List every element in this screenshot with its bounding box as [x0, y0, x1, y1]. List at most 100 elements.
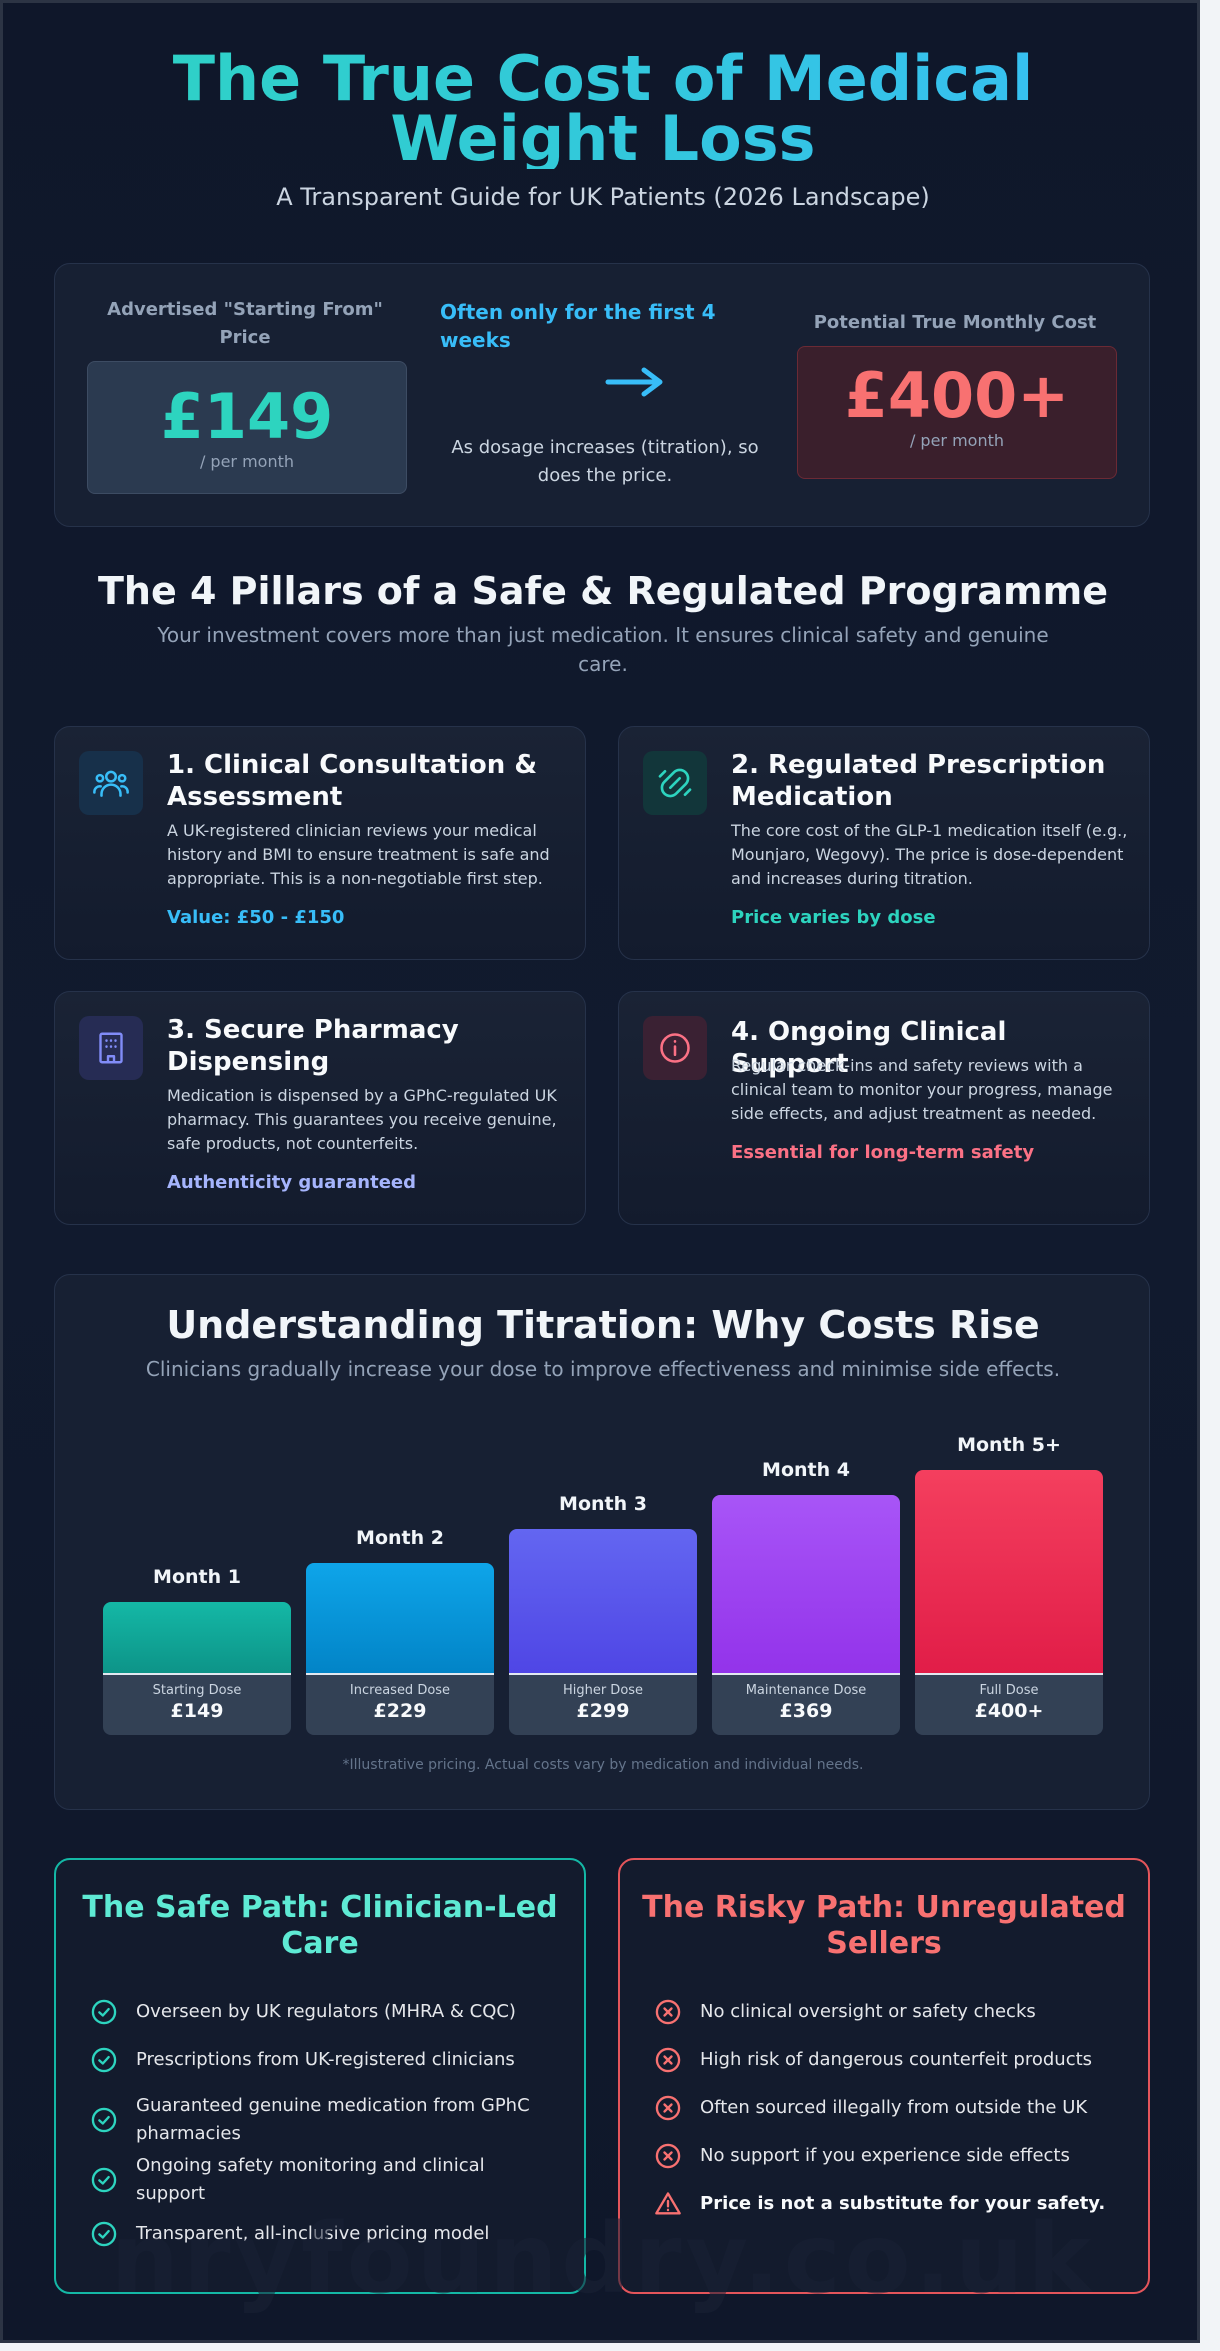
risky-path-text: No clinical oversight or safety checks: [700, 2001, 1036, 2022]
titration-column: Month 5+ Full Dose £400+: [915, 1275, 1103, 1811]
risky-path-warning: Price is not a substitute for your safet…: [654, 2190, 1114, 2218]
true-cost-price: £400+: [844, 359, 1070, 432]
cost-bar: [103, 1602, 291, 1675]
pillar-description: Medication is dispensed by a GPhC-regula…: [167, 1086, 557, 1153]
dose-name: Increased Dose: [349, 1683, 451, 1698]
pillar-description: A UK-registered clinician reviews your m…: [167, 821, 550, 888]
first-weeks-note: Often only for the first 4 weeks: [440, 300, 716, 352]
safe-path-item: Transparent, all-inclusive pricing model: [90, 2220, 550, 2248]
risky-path-item: No support if you experience side effect…: [654, 2142, 1114, 2170]
risky-path-item: Often sourced illegally from outside the…: [654, 2094, 1114, 2122]
month-label: Month 5+: [957, 1434, 1061, 1456]
titration-column: Month 4 Maintenance Dose £369: [712, 1275, 900, 1811]
advertised-price-card: £149 / per month: [87, 361, 407, 494]
pillar-title: 4. Ongoing Clinical Support: [731, 1017, 1007, 1079]
pillar-value: Authenticity guaranteed: [167, 1172, 416, 1193]
pillar-value: Value: £50 - £150: [167, 907, 345, 928]
true-cost-card: £400+ / per month: [797, 346, 1117, 479]
safe-path-item: Prescriptions from UK-registered clinici…: [90, 2046, 550, 2074]
safe-path-card: The Safe Path: Clinician-Led Care Overse…: [54, 1858, 586, 2294]
cost-bar: [509, 1529, 697, 1675]
true-cost-period: / per month: [909, 431, 1005, 450]
safe-path-text: Transparent, all-inclusive pricing model: [136, 2223, 490, 2244]
dose-name: Maintenance Dose: [745, 1683, 867, 1698]
watermark: nryfoundry.co.uk: [110, 2203, 1096, 2315]
pillar-title: 1. Clinical Consultation & Assessment: [167, 750, 538, 812]
info-icon: [643, 1016, 707, 1080]
titration-column: Month 3 Higher Dose £299: [509, 1275, 697, 1811]
safe-path-text: Overseen by UK regulators (MHRA & CQC): [136, 2001, 516, 2022]
advertised-price-period: / per month: [199, 452, 295, 471]
true-cost-label: Potential True Monthly Cost: [813, 312, 1097, 333]
arrow-right-icon: [605, 367, 663, 397]
month-label: Month 4: [762, 1459, 850, 1481]
titration-heading: Understanding Titration: Why Costs Rise: [166, 1303, 1040, 1347]
cost-bar: [712, 1495, 900, 1675]
dose-price: £149: [170, 1700, 224, 1722]
safe-path-text: Prescriptions from UK-registered clinici…: [136, 2049, 515, 2070]
x-circle-icon: [655, 2095, 681, 2121]
risky-path-text: Price is not a substitute for your safet…: [700, 2193, 1106, 2214]
pillar-card-support: 4. Ongoing Clinical Support Regular chec…: [618, 991, 1150, 1225]
dose-price-label: Full Dose £400+: [915, 1675, 1103, 1735]
dose-price-label: Increased Dose £229: [306, 1675, 494, 1735]
dose-price: £299: [576, 1700, 630, 1722]
pillar-value: Essential for long-term safety: [731, 1142, 1035, 1163]
titration-footnote: *Illustrative pricing. Actual costs vary…: [342, 1757, 864, 1773]
check-circle-icon: [91, 1999, 117, 2025]
titration-column: Month 2 Increased Dose £229: [306, 1275, 494, 1811]
page-title: The True Cost of Medical Weight Loss: [3, 48, 1197, 170]
safe-path-heading: The Safe Path: Clinician-Led Care: [82, 1890, 558, 1961]
page-subtitle: A Transparent Guide for UK Patients (202…: [276, 183, 930, 211]
safe-path-item: Overseen by UK regulators (MHRA & CQC): [90, 1998, 550, 2026]
safe-path-item: Guaranteed genuine medication from GPhC …: [90, 2092, 550, 2148]
pillar-card-medication: 2. Regulated Prescription Medication The…: [618, 726, 1150, 960]
pillars-subheading: Your investment covers more than just me…: [157, 623, 1049, 676]
pillar-title: 3. Secure Pharmacy Dispensing: [167, 1015, 459, 1077]
check-circle-icon: [91, 2047, 117, 2073]
month-label: Month 2: [356, 1527, 444, 1549]
x-circle-icon: [655, 2047, 681, 2073]
warning-triangle-icon: [655, 2192, 681, 2215]
risky-path-item: No clinical oversight or safety checks: [654, 1998, 1114, 2026]
titration-bar-chart: Month 1 Starting Dose £149 Month 2 Increased…: [55, 1275, 1151, 1811]
cost-bar: [306, 1563, 494, 1675]
risky-path-text: High risk of dangerous counterfeit produ…: [700, 2049, 1093, 2070]
risky-path-text: No support if you experience side effect…: [700, 2145, 1070, 2166]
price-comparison-panel: Advertised "Starting From" Price £149 / …: [54, 263, 1150, 527]
check-circle-icon: [91, 2107, 117, 2133]
building-icon: [79, 1016, 143, 1080]
pillar-value: Price varies by dose: [731, 907, 936, 928]
pillars-heading: The 4 Pillars of a Safe & Regulated Prog…: [97, 569, 1109, 613]
month-label: Month 3: [559, 1493, 647, 1515]
x-circle-icon: [655, 2143, 681, 2169]
check-circle-icon: [91, 2221, 117, 2247]
pillar-title: 2. Regulated Prescription Medication: [731, 750, 1106, 812]
titration-subheading: Clinicians gradually increase your dose …: [145, 1357, 1061, 1381]
pillar-description: Regular check-ins and safety reviews wit…: [731, 1056, 1113, 1123]
safe-path-item: Ongoing safety monitoring and clinical s…: [90, 2152, 550, 2208]
pill-icon: [643, 751, 707, 815]
risky-path-text: Often sourced illegally from outside the…: [700, 2097, 1088, 2118]
dose-price: £229: [373, 1700, 427, 1722]
dose-price-label: Starting Dose £149: [103, 1675, 291, 1735]
dose-price-label: Maintenance Dose £369: [712, 1675, 900, 1735]
dose-price: £400+: [974, 1700, 1044, 1722]
x-circle-icon: [655, 1999, 681, 2025]
risky-path-item: High risk of dangerous counterfeit produ…: [654, 2046, 1114, 2074]
month-label: Month 1: [153, 1566, 241, 1588]
risky-path-heading: The Risky Path: Unregulated Sellers: [642, 1890, 1126, 1961]
advertised-price: £149: [160, 380, 334, 453]
pillar-description: The core cost of the GLP-1 medication it…: [731, 821, 1128, 888]
safe-path-text: Ongoing safety monitoring and clinical s…: [136, 2155, 485, 2204]
dose-name: Starting Dose: [152, 1683, 242, 1698]
dose-price-label: Higher Dose £299: [509, 1675, 697, 1735]
check-circle-icon: [91, 2167, 117, 2193]
dose-price: £369: [779, 1700, 833, 1722]
risky-path-card: The Risky Path: Unregulated Sellers No c…: [618, 1858, 1150, 2294]
dose-name: Higher Dose: [562, 1683, 644, 1698]
dose-name: Full Dose: [979, 1683, 1039, 1698]
pillar-card-consultation: 1. Clinical Consultation & Assessment A …: [54, 726, 586, 960]
titration-column: Month 1 Starting Dose £149: [103, 1275, 291, 1811]
